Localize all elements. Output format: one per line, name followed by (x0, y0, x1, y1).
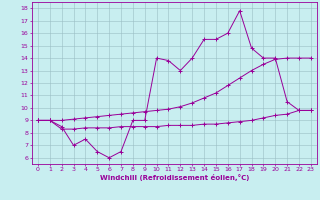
X-axis label: Windchill (Refroidissement éolien,°C): Windchill (Refroidissement éolien,°C) (100, 174, 249, 181)
